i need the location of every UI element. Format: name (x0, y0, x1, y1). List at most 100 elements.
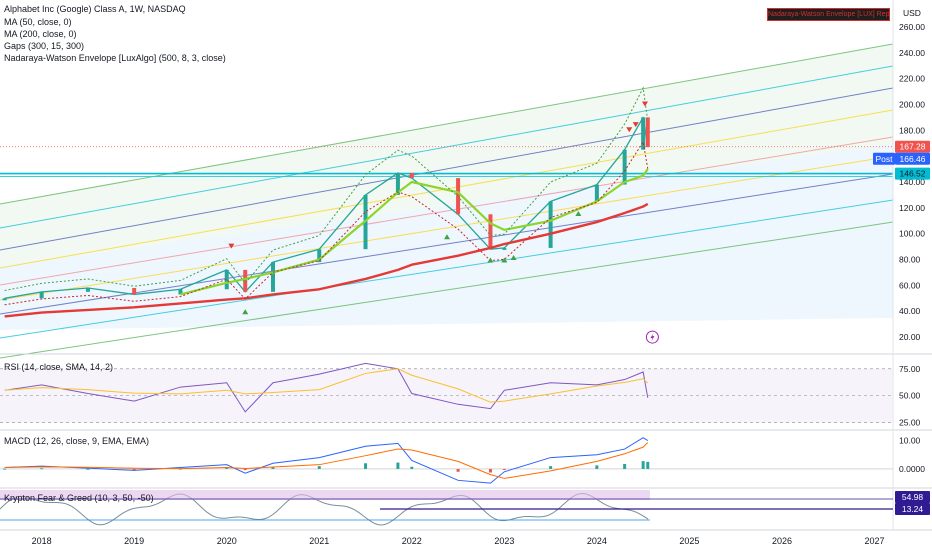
post-label-bg (873, 152, 895, 165)
macd-tick-label: 0.0000 (899, 464, 925, 474)
legend-nwe[interactable]: Nadaraya-Watson Envelope [LuxAlgo] (500,… (4, 53, 226, 63)
price-candle (409, 172, 414, 179)
price-candle (548, 201, 553, 248)
series-price (4, 116, 649, 299)
price-tick-label: 40.00 (899, 306, 921, 316)
macd-histogram-bar (317, 466, 321, 469)
price-candle (622, 149, 627, 185)
price-tick-label: 140.00 (899, 177, 925, 187)
sell-signal-marker (626, 127, 633, 133)
legend-title: Alphabet Inc (Google) Class A, 1W, NASDA… (4, 4, 186, 14)
macd-histogram-bar (641, 461, 645, 469)
macd-histogram-bar (40, 468, 44, 470)
rsi-line (4, 362, 649, 413)
buy-signal-marker (443, 234, 450, 240)
envelope-line (0, 221, 894, 359)
macd-line (4, 437, 649, 484)
macd-histogram-bar (488, 468, 492, 473)
macd-pane (0, 437, 893, 484)
macd-histogram-bar (623, 463, 627, 469)
price-tick-label: 20.00 (899, 332, 921, 342)
envelope-line (0, 136, 894, 286)
macd-histogram-bar (502, 468, 506, 470)
legend-rsi[interactable]: RSI (14, close, SMA, 14, 2) (4, 362, 114, 372)
macd-histogram-bar (225, 467, 229, 469)
macd-tick-label: 10.00 (899, 436, 921, 446)
price-badges: 167.28 Post 166.46 146.52 54.98 13.24 (873, 140, 930, 515)
signal-markers (228, 101, 659, 344)
rsi-ma-line (4, 368, 649, 403)
price-tick-label: 60.00 (899, 280, 921, 290)
macd-histogram-bar (364, 463, 368, 469)
repaint-warning-badge: Nadaraya-Watson Envelope [LUX] Repaints (767, 8, 890, 21)
rsi-tick-label: 75.00 (899, 364, 921, 374)
time-tick-label: 2022 (402, 536, 422, 546)
price-candle (224, 269, 229, 290)
legend-ma200[interactable]: MA (200, close, 0) (4, 29, 77, 39)
buy-signal-marker (242, 309, 249, 315)
price-candle (395, 172, 400, 195)
price-tick-label: 80.00 (899, 255, 921, 265)
macd-histogram-bar (549, 466, 553, 469)
price-candle (132, 287, 137, 295)
krypton-lower-label: 13.24 (902, 504, 924, 514)
buy-signal-marker (510, 254, 517, 260)
krypton-greed-zone (0, 490, 650, 500)
level-price-label-bg (895, 167, 930, 180)
macd-histogram-bar (396, 462, 400, 469)
macd-histogram-bar (595, 465, 599, 469)
legend-ma50[interactable]: MA (50, close, 0) (4, 17, 72, 27)
envelope-line (0, 199, 894, 339)
legend-macd[interactable]: MACD (12, 26, close, 9, EMA, EMA) (4, 436, 150, 446)
krypton-lower-label-bg (895, 503, 930, 515)
axis-ticks: 20.00 40.00 60.00 80.00 100.00 120.00 140.00 16… (32, 22, 926, 546)
price-tick-label: 220.00 (899, 74, 925, 84)
rsi-pane (0, 362, 893, 423)
price-candle (502, 247, 507, 250)
sell-signal-marker (632, 122, 639, 128)
time-tick-label: 2021 (309, 536, 329, 546)
time-tick-label: 2020 (217, 536, 237, 546)
time-tick-label: 2026 (772, 536, 792, 546)
price-candle (270, 262, 275, 292)
legend-krypton[interactable]: Krypton Fear & Greed (10, 3, 50, -50) (4, 493, 154, 503)
lightning-icon (645, 330, 659, 344)
time-tick-label: 2023 (494, 536, 514, 546)
time-tick-label: 2019 (124, 536, 144, 546)
post-price-label-bg (895, 152, 930, 165)
price-candle (85, 287, 90, 292)
rsi-tick-label: 50.00 (899, 391, 921, 401)
sell-signal-marker (228, 243, 235, 249)
last-price-label: 167.28 (900, 142, 926, 152)
envelope-line (0, 65, 894, 229)
legend-gaps[interactable]: Gaps (300, 15, 300) (4, 41, 85, 51)
envelope-line (0, 43, 894, 205)
price-tick-label: 260.00 (899, 22, 925, 32)
series-ma200 (4, 202, 649, 318)
post-label: Post (875, 154, 893, 164)
price-tick-label: 200.00 (899, 99, 925, 109)
price-candle (178, 289, 183, 295)
macd-histogram-bar (271, 467, 275, 469)
krypton-upper-label-bg (895, 491, 930, 503)
price-candle (243, 269, 248, 292)
pane-separators (0, 0, 932, 531)
nwe-upper-dotted (4, 86, 649, 292)
time-tick-label: 2025 (679, 536, 699, 546)
price-tick-label: 120.00 (899, 203, 925, 213)
currency-label[interactable]: USD (903, 8, 921, 18)
lightning-glyph (650, 333, 655, 342)
price-series (2, 86, 650, 318)
macd-histogram-bar (3, 468, 7, 470)
buy-signal-marker (501, 257, 508, 263)
time-tick-label: 2024 (587, 536, 607, 546)
time-tick-label: 2027 (864, 536, 884, 546)
macd-histogram-bar (410, 466, 414, 469)
price-candle (317, 249, 322, 263)
sell-signal-marker (641, 101, 648, 107)
macd-histogram-bar (456, 468, 460, 472)
buy-signal-marker (575, 211, 582, 217)
price-candle (488, 214, 493, 250)
macd-histogram-bar (243, 468, 247, 471)
